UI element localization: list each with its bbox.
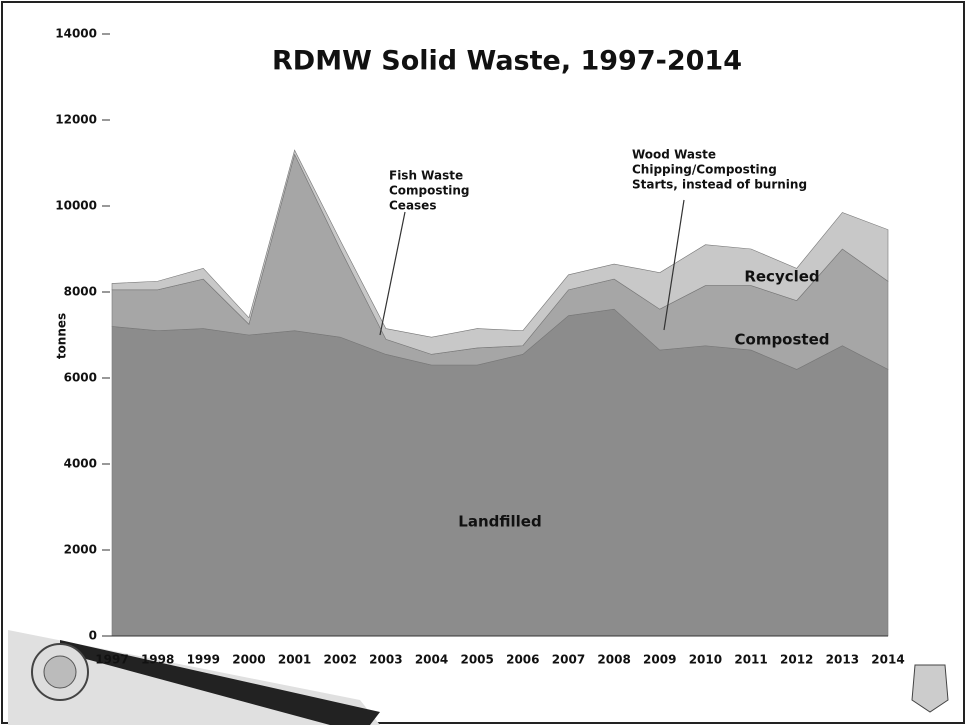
x-tick-label: 2013 bbox=[826, 653, 859, 667]
x-tick-label: 2005 bbox=[460, 653, 493, 667]
annotation: Wood Waste bbox=[632, 148, 716, 162]
y-tick-label: 14000 bbox=[55, 27, 97, 41]
chart-title: RDMW Solid Waste, 1997-2014 bbox=[272, 46, 742, 77]
y-tick-label: 6000 bbox=[64, 371, 97, 385]
x-tick-label: 2009 bbox=[643, 653, 676, 667]
y-tick-label: 4000 bbox=[64, 457, 97, 471]
annotation: Composting bbox=[389, 184, 470, 198]
annotation: Starts, instead of burning bbox=[632, 178, 807, 192]
y-axis-label: tonnes bbox=[55, 313, 69, 359]
x-tick-label: 1999 bbox=[187, 653, 220, 667]
x-tick-label: 2007 bbox=[552, 653, 585, 667]
x-tick-label: 2004 bbox=[415, 653, 448, 667]
x-tick-label: 2003 bbox=[369, 653, 402, 667]
annotation: Ceases bbox=[389, 199, 436, 213]
annotation-arrow bbox=[379, 211, 406, 336]
annotation-arrow bbox=[663, 199, 685, 331]
x-tick-label: 1997 bbox=[95, 653, 128, 667]
x-tick-label: 2010 bbox=[689, 653, 722, 667]
area bbox=[111, 149, 889, 355]
crest bbox=[911, 664, 949, 713]
slide-swoosh-dark bbox=[60, 640, 380, 725]
x-tick-label: 2000 bbox=[232, 653, 265, 667]
annotation: Chipping/Composting bbox=[632, 163, 777, 177]
x-tick-label: 2002 bbox=[324, 653, 357, 667]
y-tick-label: 2000 bbox=[64, 543, 97, 557]
x-tick-label: 2001 bbox=[278, 653, 311, 667]
y-tick-label: 0 bbox=[89, 629, 97, 643]
y-tick-label: 10000 bbox=[55, 199, 97, 213]
x-tick-label: 1998 bbox=[141, 653, 174, 667]
y-tick-label: 12000 bbox=[55, 113, 97, 127]
x-tick-label: 2006 bbox=[506, 653, 539, 667]
logo-inner bbox=[43, 655, 77, 689]
x-tick-label: 2011 bbox=[734, 653, 767, 667]
y-tick-label: 8000 bbox=[64, 285, 97, 299]
x-tick-label: 2012 bbox=[780, 653, 813, 667]
series-label: Recycled bbox=[744, 268, 819, 286]
series-label: Composted bbox=[735, 331, 830, 349]
plot-area bbox=[111, 149, 889, 637]
x-tick-label: 2008 bbox=[597, 653, 630, 667]
x-tick-label: 2014 bbox=[871, 653, 904, 667]
annotation: Fish Waste bbox=[389, 169, 463, 183]
series-label: Landfilled bbox=[458, 513, 541, 531]
